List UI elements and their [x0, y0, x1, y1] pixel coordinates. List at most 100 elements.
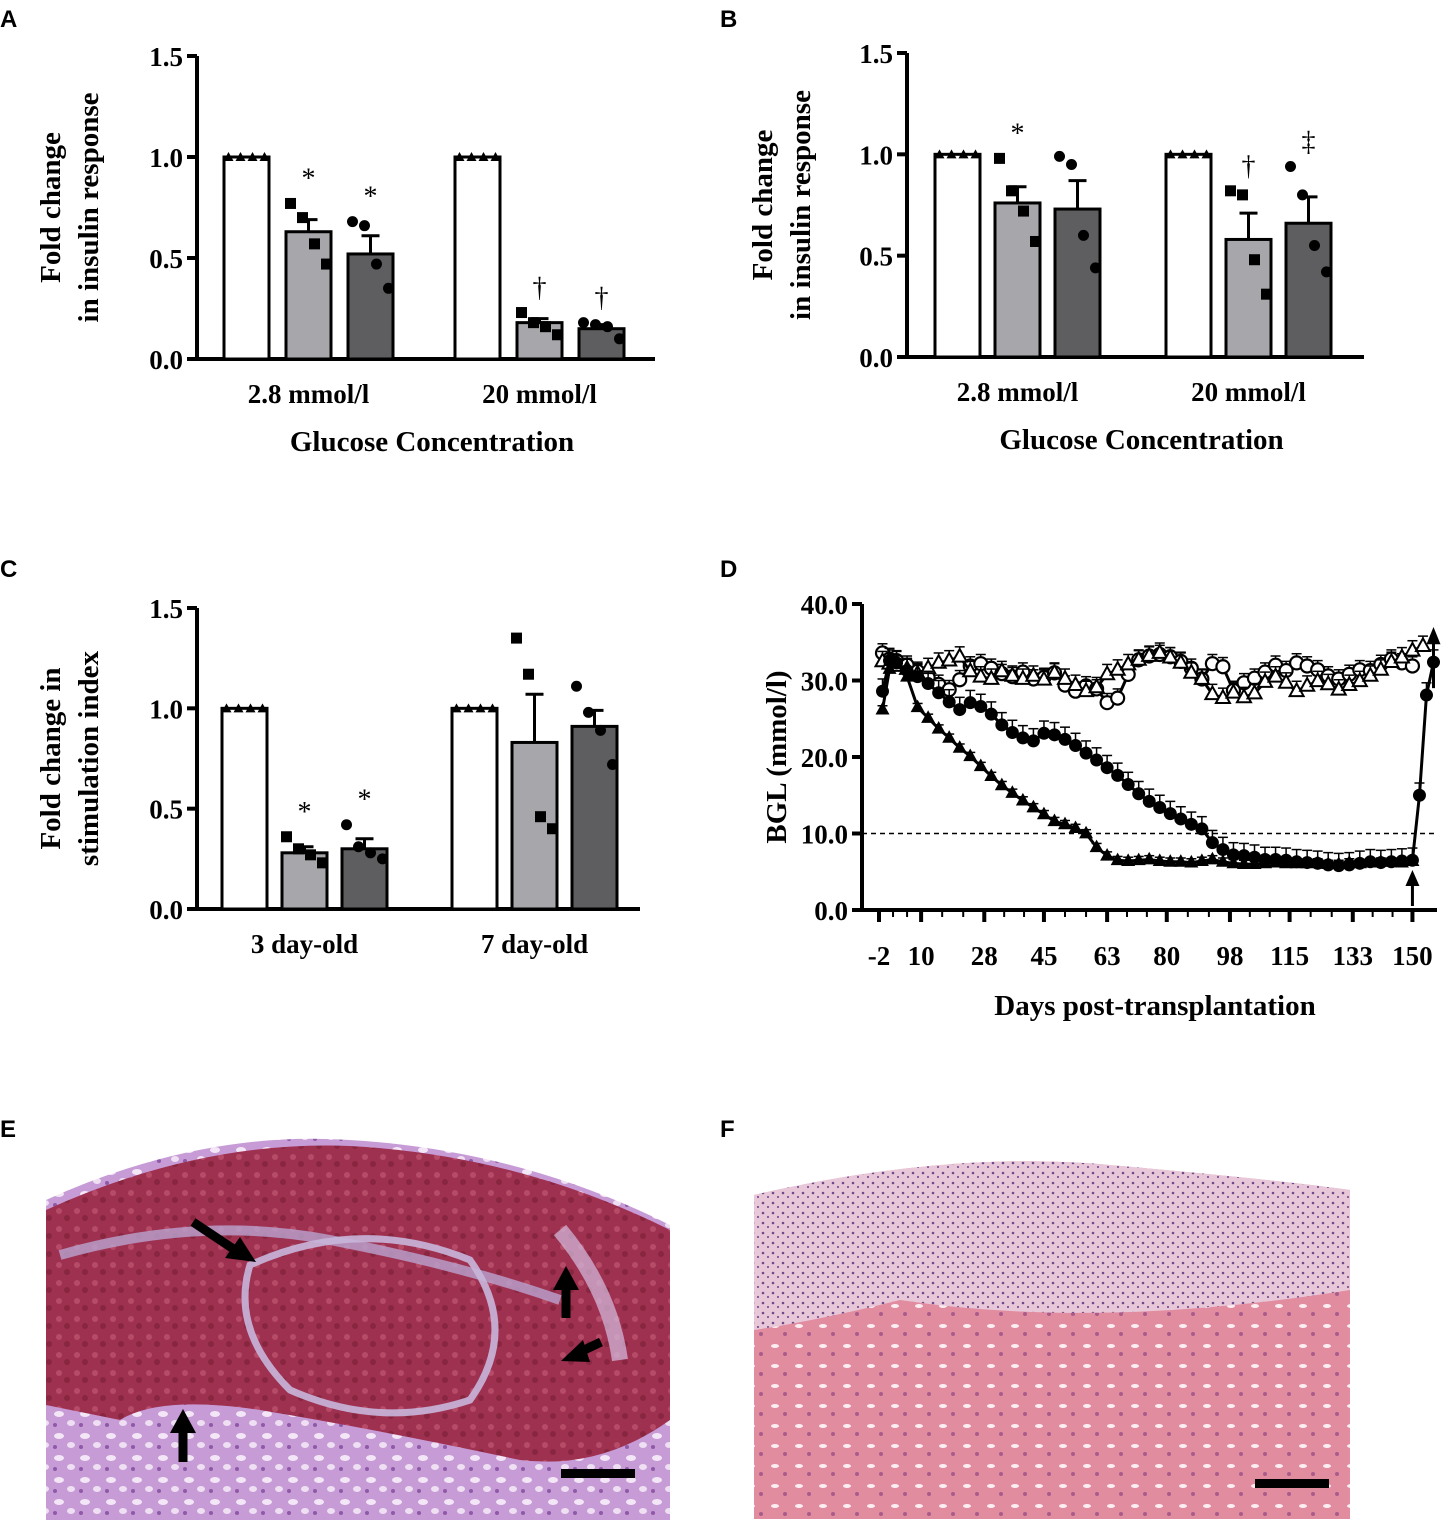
data-point [1331, 856, 1346, 869]
data-point [1261, 288, 1272, 300]
data-point [1066, 158, 1077, 170]
panel-label-d: D [720, 556, 737, 583]
data-point [963, 696, 977, 710]
data-point [1058, 732, 1072, 746]
x-axis-label: Glucose Concentration [999, 424, 1283, 456]
data-point [1003, 666, 1022, 682]
y-tick-label: 40.0 [801, 590, 848, 620]
data-point [547, 823, 558, 835]
bar [1284, 221, 1333, 359]
y-tick-label: 0.0 [814, 896, 848, 926]
data-point [1026, 799, 1041, 813]
chart-a: 0.0 0.5 1.0 1.5 Fold change in insulin respon… [35, 42, 655, 458]
data-point [602, 321, 613, 333]
y-tick-label: 0.0 [149, 895, 183, 925]
data-point [1394, 854, 1409, 868]
data-point [1226, 848, 1240, 862]
data-point [1321, 266, 1332, 278]
significance-marker: * [302, 163, 316, 194]
y-axis-label: in insulin response [73, 92, 105, 322]
data-point [1045, 663, 1064, 679]
data-point [1216, 843, 1230, 857]
x-tick-label: 20 mmol/l [482, 379, 597, 409]
x-tick-label: 45 [1030, 941, 1057, 971]
data-point [1142, 851, 1157, 865]
data-point [1087, 677, 1106, 694]
data-point [994, 152, 1005, 164]
data-point [359, 220, 370, 232]
data-point [1016, 731, 1030, 745]
data-point [1068, 820, 1083, 834]
panel-label-e: E [0, 1116, 16, 1143]
y-tick-label: 10.0 [801, 820, 848, 850]
data-point [1153, 800, 1167, 814]
data-point [365, 847, 376, 859]
data-point [946, 149, 957, 159]
bar [220, 706, 269, 911]
x-tick-label: -2 [868, 941, 891, 971]
chart-d: 0.0 10.0 20.0 30.0 40.0 -2 10 28 45 63 80 98 115 133 1… [761, 590, 1441, 1022]
data-point [614, 333, 625, 345]
y-tick-label: 1.5 [149, 42, 183, 72]
data-point [528, 317, 539, 329]
data-point [1309, 240, 1320, 252]
data-point [1172, 653, 1190, 669]
significance-marker: * [364, 182, 378, 213]
data-point [882, 661, 897, 674]
data-point [1121, 853, 1136, 866]
data-point [257, 703, 268, 713]
data-point [1205, 851, 1220, 865]
data-point [1058, 816, 1072, 830]
data-point [942, 695, 956, 709]
data-point [523, 668, 534, 680]
data-point [590, 319, 601, 331]
series-line [881, 658, 1435, 868]
x-tick-label: 133 [1333, 941, 1374, 971]
data-point [952, 740, 967, 753]
data-point [921, 710, 936, 723]
data-point [341, 819, 352, 831]
data-point [1066, 675, 1085, 691]
data-point [1279, 855, 1294, 869]
x-tick-label: 63 [1094, 941, 1121, 971]
data-point [963, 748, 978, 762]
data-point [1047, 728, 1061, 742]
data-point [578, 317, 589, 329]
data-point [487, 703, 498, 713]
y-tick-label: 1.0 [149, 694, 183, 724]
bar [284, 230, 333, 361]
data-point [1236, 856, 1251, 869]
data-point [1373, 854, 1388, 867]
x-axis-label: Days post-transplantation [994, 990, 1315, 1022]
x-tick-label: 3 day-old [251, 929, 358, 959]
y-tick-label: 0.5 [859, 242, 893, 272]
bar [1164, 152, 1213, 359]
data-point [454, 152, 465, 161]
data-point [1174, 812, 1188, 826]
x-axis-label: Glucose Concentration [290, 426, 574, 458]
bar [933, 152, 982, 359]
data-point [1069, 739, 1083, 753]
data-point [932, 686, 946, 700]
data-point [911, 670, 925, 684]
bar [450, 706, 499, 911]
significance-marker: * [1011, 118, 1025, 149]
y-axis-label: BGL (mmol/l) [761, 670, 793, 843]
data-point [1078, 229, 1089, 241]
data-point [1266, 666, 1285, 683]
data-point [1100, 761, 1114, 775]
y-axis-label: Fold change in [35, 667, 67, 849]
data-point [1372, 660, 1390, 676]
data-point [1184, 817, 1198, 831]
data-point [478, 152, 489, 161]
bar [222, 155, 271, 361]
y-tick-label: 0.5 [149, 244, 183, 274]
data-point [317, 857, 328, 869]
data-point [1285, 160, 1296, 172]
data-point [995, 718, 1009, 732]
data-point [1100, 847, 1115, 861]
chart-c: 0.0 0.5 1.0 1.5 Fold change in stimulation in… [35, 594, 640, 959]
data-point [958, 149, 969, 159]
data-point [921, 677, 935, 691]
data-point [297, 212, 308, 224]
